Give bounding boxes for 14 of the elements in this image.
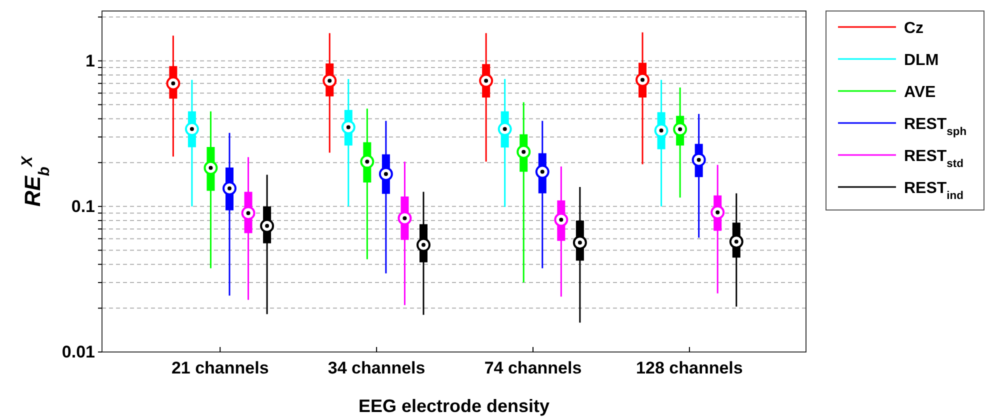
x-tick-label: 74 channels: [484, 358, 582, 378]
x-axis-title: EEG electrode density: [358, 396, 550, 416]
y-tick-label: 1: [86, 51, 95, 70]
legend-label: AVE: [904, 84, 936, 101]
legend-label: REST$_{std}$: [904, 148, 964, 170]
x-tick-label: 128 channels: [636, 358, 743, 378]
legend-label: REST$_{ind}$: [904, 180, 964, 202]
legend-label: Cz: [904, 20, 924, 37]
x-tick-label: 21 channels: [171, 358, 269, 378]
y-tick-label: 0.01: [62, 342, 95, 362]
legend-label: DLM: [904, 52, 939, 69]
legend-label: REST$_{sph}$: [904, 116, 967, 138]
x-tick-label: 34 channels: [328, 358, 426, 378]
y-tick-label: 0.1: [71, 196, 95, 216]
